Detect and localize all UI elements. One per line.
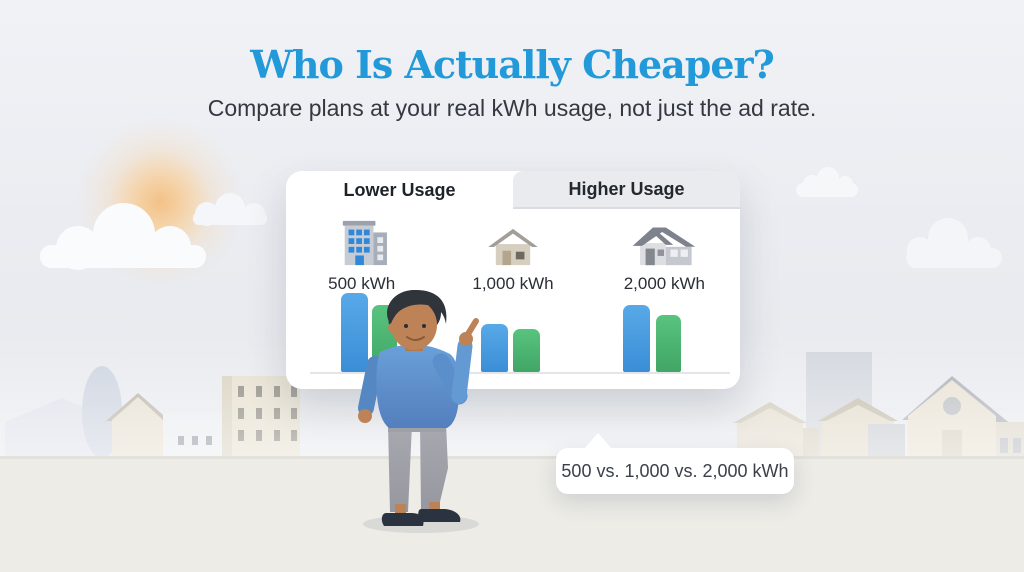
bar-blue-1000 <box>481 324 508 372</box>
apartment-building-icon <box>335 220 389 267</box>
bar-blue-2000 <box>623 305 650 372</box>
column-500kwh: 500 kWh <box>286 220 437 294</box>
person-hair <box>388 290 447 330</box>
usage-tabs: Lower Usage Higher Usage <box>286 171 740 209</box>
bar-blue-500 <box>341 293 368 372</box>
person-illustration <box>358 290 479 533</box>
cloud-mid-icon <box>193 193 267 226</box>
cloud-topright-icon <box>796 167 858 197</box>
usage-label-500: 500 kWh <box>328 274 396 293</box>
bar-green-2000 <box>656 315 681 372</box>
tab-lower-usage[interactable]: Lower Usage <box>343 179 456 200</box>
pointing-finger <box>465 318 479 337</box>
usage-label-2000: 2,000 kWh <box>623 274 705 293</box>
comparison-card: Lower Usage Higher Usage <box>286 171 740 389</box>
bar-green-1000 <box>513 329 540 372</box>
usage-label-1000: 1,000 kWh <box>472 274 554 293</box>
small-house-icon <box>485 221 541 267</box>
callout-bubble: 500 vs. 1,000 vs. 2,000 kWh <box>556 433 794 494</box>
column-1000kwh: 1,000 kWh <box>437 221 588 294</box>
tab-higher-usage[interactable]: Higher Usage <box>513 171 740 209</box>
ground <box>0 456 1024 572</box>
usage-columns: 500 kWh 1,000 kWh <box>286 220 740 294</box>
cloud-left-icon <box>40 203 206 270</box>
shoe-right <box>418 509 461 522</box>
page-title: Who Is Actually Cheaper? <box>250 42 775 87</box>
large-house-icon <box>630 221 698 267</box>
page-subtitle: Compare plans at your real kWh usage, no… <box>207 95 817 121</box>
cloud-right-icon <box>906 218 1002 268</box>
shoe-left <box>381 513 424 526</box>
bar-chart <box>310 280 730 374</box>
callout-text: 500 vs. 1,000 vs. 2,000 kWh <box>561 460 789 481</box>
callout-arrow <box>584 433 612 449</box>
column-2000kwh: 2,000 kWh <box>589 221 740 294</box>
